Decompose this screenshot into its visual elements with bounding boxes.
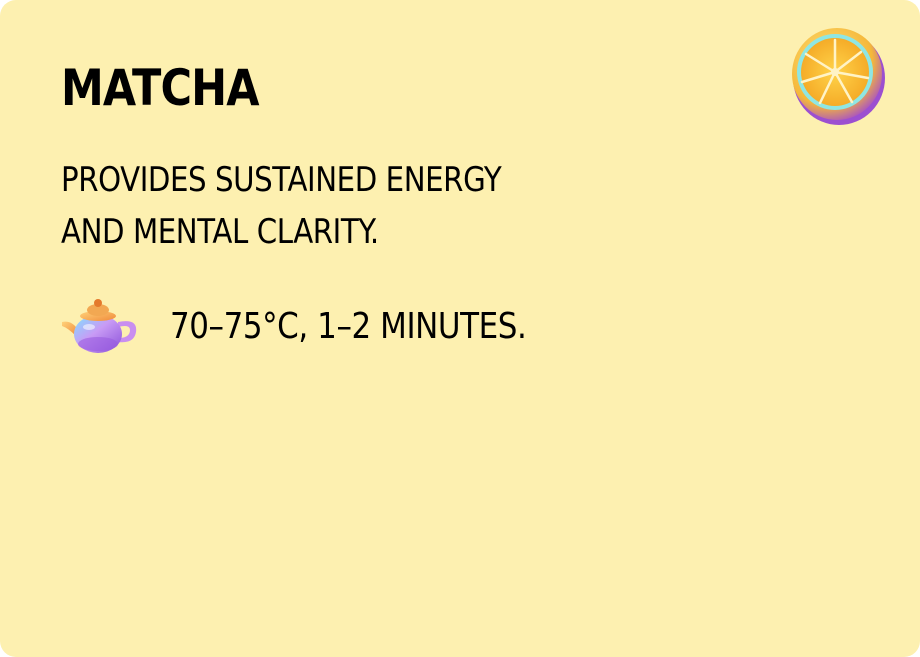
brew-instructions-row: 70–75°C, 1–2 MINUTES. bbox=[58, 296, 584, 358]
teapot-icon bbox=[62, 299, 137, 353]
brew-instructions-text: 70–75°C, 1–2 MINUTES. bbox=[170, 306, 527, 347]
tea-title: MATCHA bbox=[61, 59, 260, 117]
tea-description: PROVIDES SUSTAINED ENERGY AND MENTAL CLA… bbox=[61, 160, 502, 252]
citrus-slice-icon bbox=[792, 28, 885, 125]
